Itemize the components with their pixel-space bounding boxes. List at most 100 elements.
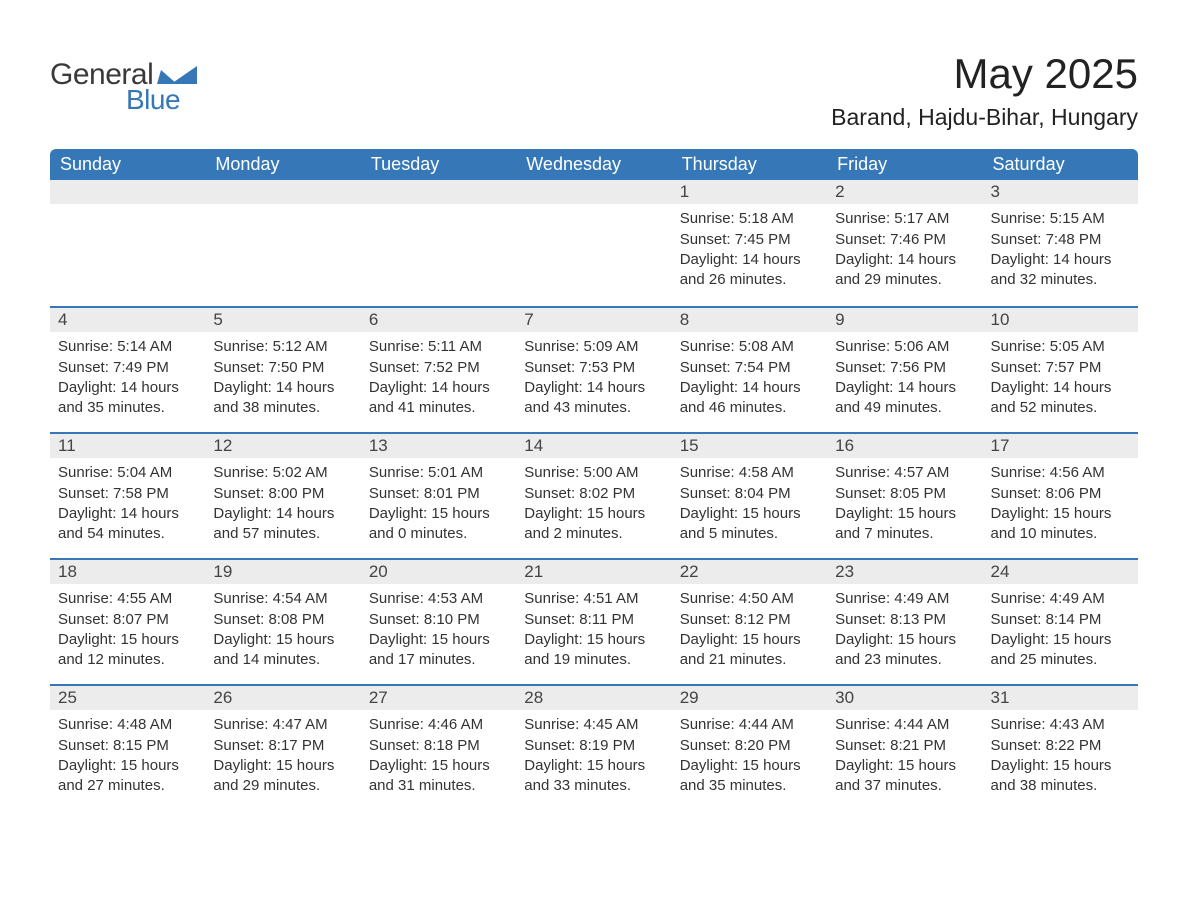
- sunset-text: Sunset: 8:18 PM: [369, 736, 508, 756]
- day-body: Sunrise: 4:43 AMSunset: 8:22 PMDaylight:…: [983, 710, 1138, 800]
- daylight-text: Daylight: 14 hours and 54 minutes.: [58, 504, 197, 545]
- day-body: Sunrise: 4:51 AMSunset: 8:11 PMDaylight:…: [516, 584, 671, 674]
- sunset-text: Sunset: 7:46 PM: [835, 230, 974, 250]
- sunrise-text: Sunrise: 4:43 AM: [991, 715, 1130, 735]
- day-number: 6: [361, 306, 516, 332]
- daylight-text: Daylight: 14 hours and 38 minutes.: [213, 378, 352, 419]
- day-body: Sunrise: 5:11 AMSunset: 7:52 PMDaylight:…: [361, 332, 516, 422]
- day-number: 14: [516, 432, 671, 458]
- sunrise-text: Sunrise: 5:17 AM: [835, 209, 974, 229]
- daylight-text: Daylight: 15 hours and 19 minutes.: [524, 630, 663, 671]
- sunrise-text: Sunrise: 4:53 AM: [369, 589, 508, 609]
- daylight-text: Daylight: 15 hours and 2 minutes.: [524, 504, 663, 545]
- day-body: [361, 204, 516, 213]
- day-body: Sunrise: 4:57 AMSunset: 8:05 PMDaylight:…: [827, 458, 982, 548]
- day-body: Sunrise: 5:17 AMSunset: 7:46 PMDaylight:…: [827, 204, 982, 294]
- day-number: 22: [672, 558, 827, 584]
- sunset-text: Sunset: 7:50 PM: [213, 358, 352, 378]
- calendar-cell: [50, 180, 205, 306]
- daylight-text: Daylight: 15 hours and 23 minutes.: [835, 630, 974, 671]
- daylight-text: Daylight: 15 hours and 38 minutes.: [991, 756, 1130, 797]
- day-body: Sunrise: 4:58 AMSunset: 8:04 PMDaylight:…: [672, 458, 827, 548]
- title-location: Barand, Hajdu-Bihar, Hungary: [831, 104, 1138, 131]
- sunrise-text: Sunrise: 4:51 AM: [524, 589, 663, 609]
- sunset-text: Sunset: 8:05 PM: [835, 484, 974, 504]
- calendar-cell: [205, 180, 360, 306]
- daylight-text: Daylight: 15 hours and 33 minutes.: [524, 756, 663, 797]
- day-number: 27: [361, 684, 516, 710]
- col-thursday: Thursday: [672, 149, 827, 180]
- daylight-text: Daylight: 15 hours and 35 minutes.: [680, 756, 819, 797]
- day-body: Sunrise: 4:48 AMSunset: 8:15 PMDaylight:…: [50, 710, 205, 800]
- daylight-text: Daylight: 15 hours and 21 minutes.: [680, 630, 819, 671]
- day-body: Sunrise: 4:44 AMSunset: 8:21 PMDaylight:…: [827, 710, 982, 800]
- day-number: 9: [827, 306, 982, 332]
- day-number: 15: [672, 432, 827, 458]
- day-body: Sunrise: 5:12 AMSunset: 7:50 PMDaylight:…: [205, 332, 360, 422]
- day-body: Sunrise: 4:47 AMSunset: 8:17 PMDaylight:…: [205, 710, 360, 800]
- daylight-text: Daylight: 14 hours and 26 minutes.: [680, 250, 819, 291]
- day-number: 28: [516, 684, 671, 710]
- sunset-text: Sunset: 8:06 PM: [991, 484, 1130, 504]
- day-number: 21: [516, 558, 671, 584]
- sunrise-text: Sunrise: 5:09 AM: [524, 337, 663, 357]
- day-body: Sunrise: 4:56 AMSunset: 8:06 PMDaylight:…: [983, 458, 1138, 548]
- daylight-text: Daylight: 15 hours and 31 minutes.: [369, 756, 508, 797]
- sunset-text: Sunset: 8:19 PM: [524, 736, 663, 756]
- daylight-text: Daylight: 15 hours and 12 minutes.: [58, 630, 197, 671]
- sunrise-text: Sunrise: 5:02 AM: [213, 463, 352, 483]
- day-number: 19: [205, 558, 360, 584]
- calendar-cell: [516, 180, 671, 306]
- calendar-week-row: 11Sunrise: 5:04 AMSunset: 7:58 PMDayligh…: [50, 432, 1138, 558]
- daylight-text: Daylight: 14 hours and 43 minutes.: [524, 378, 663, 419]
- daylight-text: Daylight: 15 hours and 14 minutes.: [213, 630, 352, 671]
- calendar-cell: 5Sunrise: 5:12 AMSunset: 7:50 PMDaylight…: [205, 306, 360, 432]
- calendar-cell: 29Sunrise: 4:44 AMSunset: 8:20 PMDayligh…: [672, 684, 827, 810]
- day-body: Sunrise: 4:50 AMSunset: 8:12 PMDaylight:…: [672, 584, 827, 674]
- calendar-cell: 25Sunrise: 4:48 AMSunset: 8:15 PMDayligh…: [50, 684, 205, 810]
- calendar-cell: 27Sunrise: 4:46 AMSunset: 8:18 PMDayligh…: [361, 684, 516, 810]
- day-number: [50, 180, 205, 204]
- calendar-cell: 24Sunrise: 4:49 AMSunset: 8:14 PMDayligh…: [983, 558, 1138, 684]
- calendar-cell: 20Sunrise: 4:53 AMSunset: 8:10 PMDayligh…: [361, 558, 516, 684]
- day-number: 31: [983, 684, 1138, 710]
- day-body: Sunrise: 5:00 AMSunset: 8:02 PMDaylight:…: [516, 458, 671, 548]
- sunrise-text: Sunrise: 4:48 AM: [58, 715, 197, 735]
- sunrise-text: Sunrise: 5:11 AM: [369, 337, 508, 357]
- calendar-cell: 1Sunrise: 5:18 AMSunset: 7:45 PMDaylight…: [672, 180, 827, 306]
- sunrise-text: Sunrise: 4:58 AM: [680, 463, 819, 483]
- sunset-text: Sunset: 8:00 PM: [213, 484, 352, 504]
- daylight-text: Daylight: 14 hours and 49 minutes.: [835, 378, 974, 419]
- sunset-text: Sunset: 8:12 PM: [680, 610, 819, 630]
- day-body: Sunrise: 5:06 AMSunset: 7:56 PMDaylight:…: [827, 332, 982, 422]
- calendar-cell: 18Sunrise: 4:55 AMSunset: 8:07 PMDayligh…: [50, 558, 205, 684]
- day-body: Sunrise: 4:53 AMSunset: 8:10 PMDaylight:…: [361, 584, 516, 674]
- calendar-cell: 17Sunrise: 4:56 AMSunset: 8:06 PMDayligh…: [983, 432, 1138, 558]
- day-number: 20: [361, 558, 516, 584]
- sunset-text: Sunset: 7:56 PM: [835, 358, 974, 378]
- sunrise-text: Sunrise: 5:14 AM: [58, 337, 197, 357]
- page-header: General Blue May 2025 Barand, Hajdu-Biha…: [50, 50, 1138, 131]
- calendar-cell: 3Sunrise: 5:15 AMSunset: 7:48 PMDaylight…: [983, 180, 1138, 306]
- sunset-text: Sunset: 8:10 PM: [369, 610, 508, 630]
- calendar-cell: 22Sunrise: 4:50 AMSunset: 8:12 PMDayligh…: [672, 558, 827, 684]
- day-body: Sunrise: 4:49 AMSunset: 8:13 PMDaylight:…: [827, 584, 982, 674]
- day-number: 24: [983, 558, 1138, 584]
- calendar-week-row: 18Sunrise: 4:55 AMSunset: 8:07 PMDayligh…: [50, 558, 1138, 684]
- day-body: [205, 204, 360, 213]
- logo-text-blue: Blue: [126, 84, 180, 116]
- day-number: 16: [827, 432, 982, 458]
- sunset-text: Sunset: 8:08 PM: [213, 610, 352, 630]
- daylight-text: Daylight: 14 hours and 41 minutes.: [369, 378, 508, 419]
- calendar-cell: 19Sunrise: 4:54 AMSunset: 8:08 PMDayligh…: [205, 558, 360, 684]
- sunset-text: Sunset: 8:17 PM: [213, 736, 352, 756]
- calendar-cell: 28Sunrise: 4:45 AMSunset: 8:19 PMDayligh…: [516, 684, 671, 810]
- day-number: 12: [205, 432, 360, 458]
- day-number: [516, 180, 671, 204]
- sunset-text: Sunset: 8:07 PM: [58, 610, 197, 630]
- day-number: [361, 180, 516, 204]
- calendar-cell: 6Sunrise: 5:11 AMSunset: 7:52 PMDaylight…: [361, 306, 516, 432]
- sunrise-text: Sunrise: 5:06 AM: [835, 337, 974, 357]
- logo: General Blue: [50, 50, 197, 116]
- day-body: Sunrise: 5:14 AMSunset: 7:49 PMDaylight:…: [50, 332, 205, 422]
